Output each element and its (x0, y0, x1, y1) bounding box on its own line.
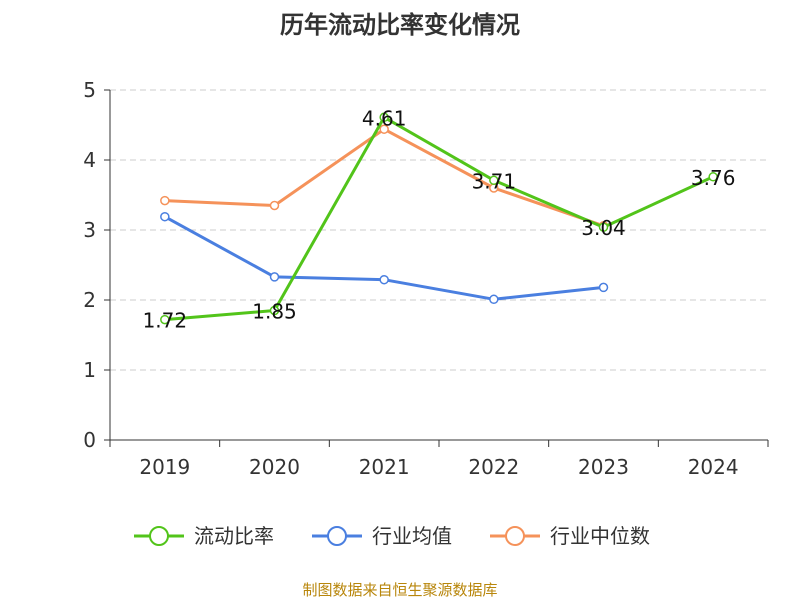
legend-label: 流动比率 (194, 524, 274, 548)
gridlines (110, 89, 768, 371)
x-tick-label: 2024 (688, 455, 739, 479)
data-label: 3.71 (472, 169, 517, 193)
y-tick-label: 3 (83, 218, 96, 242)
data-point (379, 274, 389, 285)
series-line (164, 115, 714, 322)
y-tick-label: 0 (83, 428, 96, 452)
y-tick-label: 4 (83, 148, 96, 172)
data-point (598, 222, 609, 232)
data-point (489, 294, 499, 305)
data-label: 3.04 (581, 216, 626, 240)
y-tick-label: 5 (83, 78, 96, 102)
data-point (379, 112, 389, 123)
data-point (269, 200, 280, 211)
x-tick-label: 2022 (468, 455, 519, 479)
data-label: 4.61 (362, 106, 407, 130)
data-label: 3.76 (691, 166, 736, 190)
data-point (160, 211, 170, 222)
data-label: 1.72 (143, 309, 188, 333)
legend-swatch-marker (327, 526, 347, 546)
series-line (164, 215, 604, 301)
data-point (269, 305, 280, 316)
data-point (269, 272, 280, 282)
x-tick-label: 2020 (249, 455, 300, 479)
x-tick-label: 2023 (578, 455, 629, 479)
y-tick-label: 1 (83, 358, 96, 382)
data-point (598, 282, 609, 293)
chart-title: 历年流动比率变化情况 (280, 11, 520, 39)
legend: 流动比率 行业均值 行业中位数 (134, 524, 650, 548)
legend-swatch-marker (505, 526, 525, 546)
data-label: 1.85 (252, 300, 297, 324)
x-tick-label: 2021 (359, 455, 410, 479)
series-lines (160, 112, 718, 325)
data-point (489, 175, 499, 186)
source-note: 制图数据来自恒生聚源数据库 (302, 581, 497, 599)
data-point (708, 172, 718, 182)
legend-label: 行业中位数 (550, 524, 650, 548)
data-point (379, 124, 389, 134)
series-line (164, 127, 604, 228)
data-point (160, 195, 170, 206)
y-tick-label: 2 (83, 288, 96, 312)
legend-label: 行业均值 (372, 524, 452, 548)
legend-swatch-marker (149, 526, 169, 546)
x-tick-label: 2019 (139, 455, 190, 479)
axes: 0 1 2 3 4 5 2019 2020 2021 2022 2023 2024 (83, 78, 769, 479)
data-point (160, 314, 170, 325)
data-labels: 1.72 1.85 4.61 3.71 3.04 3.76 (143, 106, 736, 332)
